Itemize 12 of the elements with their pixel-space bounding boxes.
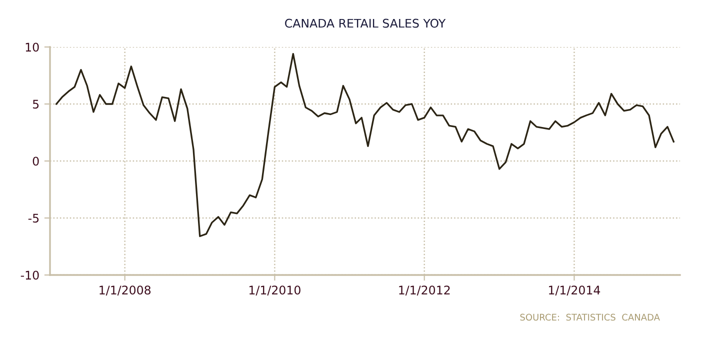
y-tick-label: -5 [28, 214, 39, 223]
y-tick-label: 0 [32, 156, 39, 166]
chart-title: CANADA RETAIL SALES YOY [285, 18, 446, 28]
source-note: SOURCE: STATISTICS CANADA [520, 314, 660, 321]
y-tick-label: 5 [32, 100, 39, 109]
x-tick-label: 1/1/2010 [249, 286, 300, 296]
x-tick-label: 1/1/2008 [100, 286, 151, 296]
x-tick-label: 1/1/2012 [399, 286, 450, 296]
line-series [56, 53, 674, 238]
x-tick-label: 1/1/2014 [549, 286, 600, 296]
y-tick-label: 10 [26, 42, 39, 52]
y-tick-label: -10 [20, 270, 39, 280]
